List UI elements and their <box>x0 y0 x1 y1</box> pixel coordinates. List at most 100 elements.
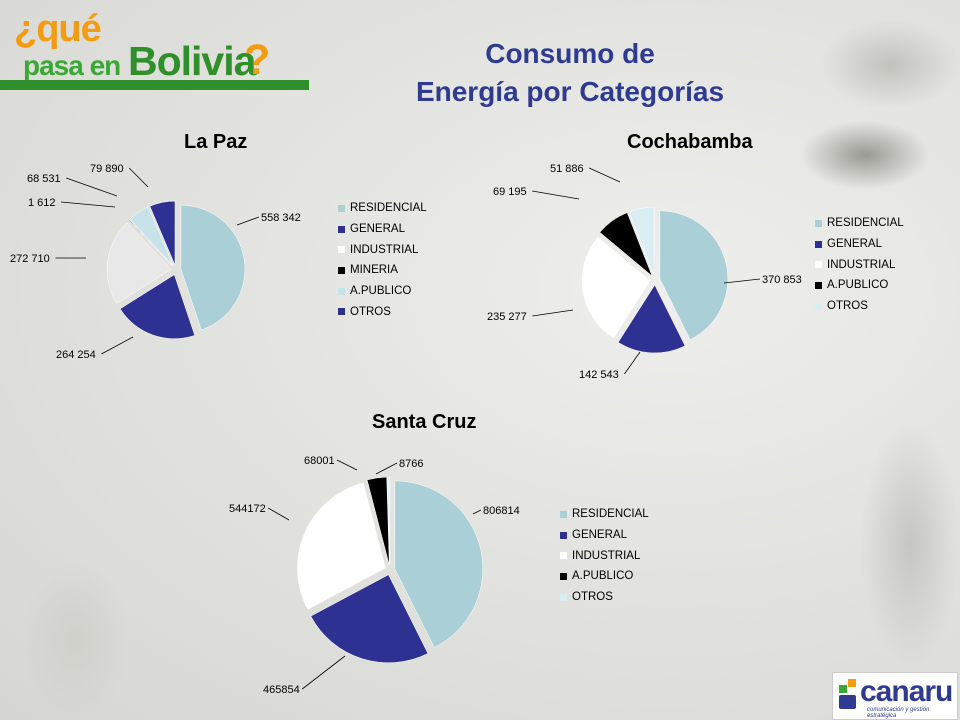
legend-item: OTROS <box>338 301 427 322</box>
legend-label: MINERIA <box>350 264 398 277</box>
legend-item: INDUSTRIAL <box>815 254 904 275</box>
label-leader-line <box>336 459 358 471</box>
chart-title-santa-cruz: Santa Cruz <box>372 411 477 433</box>
legend-item: INDUSTRIAL <box>560 545 649 566</box>
label-leader-line <box>301 655 346 690</box>
pie-slice-a-publico <box>129 206 174 266</box>
canaru-logo-text: canaru <box>860 675 953 708</box>
label-leader-line <box>60 201 116 208</box>
legend-swatch <box>338 225 345 233</box>
legend-item: GENERAL <box>815 234 904 255</box>
legend-santa-cruz: RESIDENCIAL GENERAL INDUSTRIAL A.PUBLICO OTR… <box>560 504 649 607</box>
legend-item: GENERAL <box>338 219 427 240</box>
logo-bolivia: Bolivia <box>128 38 256 84</box>
data-label: 142 543 <box>579 369 619 381</box>
pie-slice-otros <box>387 476 391 566</box>
canaru-logo-mark <box>839 679 857 709</box>
background-stain <box>800 120 930 190</box>
legend-swatch <box>815 240 822 248</box>
pie-slice-industrial <box>106 222 172 304</box>
legend-swatch <box>560 531 567 539</box>
label-leader-line <box>101 336 134 355</box>
legend-label: OTROS <box>350 305 391 318</box>
data-label: 68001 <box>304 455 335 467</box>
legend-label: INDUSTRIAL <box>827 258 896 271</box>
legend-item: RESIDENCIAL <box>560 504 649 525</box>
background-stain <box>20 560 130 720</box>
page-title-line-2: Energía por Categorías <box>415 76 725 107</box>
legend-item: A.PUBLICO <box>560 566 649 587</box>
legend-swatch <box>815 281 822 289</box>
data-label: 806814 <box>483 505 520 517</box>
data-label: 544172 <box>229 503 266 515</box>
legend-label: RESIDENCIAL <box>572 508 649 521</box>
legend-label: A.PUBLICO <box>572 570 634 583</box>
legend-item: OTROS <box>815 296 904 317</box>
legend-swatch <box>560 552 567 560</box>
legend-cochabamba: RESIDENCIAL GENERAL INDUSTRIAL A.PUBLICO OTR… <box>815 213 904 316</box>
data-label: 558 342 <box>261 212 301 224</box>
legend-swatch <box>338 308 345 316</box>
logo-pasa-en: pasa en <box>23 50 121 81</box>
label-leader-line <box>472 509 482 515</box>
pie-slice-general <box>119 274 196 339</box>
legend-label: A.PUBLICO <box>827 279 889 292</box>
data-label: 264 254 <box>56 349 96 361</box>
legend-swatch <box>560 572 567 580</box>
pie-slice-a-publico <box>366 476 390 566</box>
legend-item: A.PUBLICO <box>338 281 427 302</box>
legend-swatch <box>560 510 567 518</box>
data-label: 1 612 <box>28 197 56 209</box>
pie-slice-mineria <box>128 219 173 267</box>
legend-label: INDUSTRIAL <box>350 243 419 256</box>
legend-label: OTROS <box>572 591 613 604</box>
pie-slice-industrial <box>581 236 651 339</box>
background-stain <box>860 420 960 670</box>
legend-swatch <box>560 593 567 601</box>
legend-label: OTROS <box>827 300 868 313</box>
data-label: 8766 <box>399 458 423 470</box>
label-leader-line <box>66 177 118 197</box>
chart-title-cochabamba: Cochabamba <box>627 131 753 153</box>
label-leader-line <box>375 462 398 475</box>
legend-label: RESIDENCIAL <box>827 217 904 230</box>
legend-swatch <box>815 302 822 310</box>
pie-slice-residencial <box>659 210 729 341</box>
label-leader-line <box>268 507 290 521</box>
pie-slice-a-publico <box>599 212 653 277</box>
data-label: 370 853 <box>762 274 802 286</box>
legend-item: RESIDENCIAL <box>815 213 904 234</box>
data-label: 68 531 <box>27 173 61 185</box>
legend-item: INDUSTRIAL <box>338 239 427 260</box>
page-title-line-1: Consumo de <box>485 38 655 69</box>
legend-swatch <box>338 246 345 254</box>
legend-item: GENERAL <box>560 525 649 546</box>
page-title: Consumo de Energía por Categorías <box>340 35 800 111</box>
legend-item: A.PUBLICO <box>815 275 904 296</box>
pie-slice-residencial <box>180 204 246 331</box>
legend-swatch <box>338 204 345 212</box>
legend-label: GENERAL <box>827 238 882 251</box>
label-leader-line <box>589 167 621 183</box>
canaru-logo-tagline: comunicación y gestión estratégica <box>867 707 930 719</box>
canaru-logo: canaru comunicación y gestión estratégic… <box>832 672 958 720</box>
pie-slice-otros <box>149 200 176 266</box>
legend-swatch <box>815 261 822 269</box>
data-label: 465854 <box>263 684 300 696</box>
data-label: 272 710 <box>10 253 50 265</box>
legend-la-paz: RESIDENCIAL GENERAL INDUSTRIAL MINERIA A.PUB… <box>338 198 427 322</box>
label-leader-line <box>532 190 580 200</box>
pie-slice-industrial <box>297 482 386 610</box>
legend-label: A.PUBLICO <box>350 285 412 298</box>
legend-item: MINERIA <box>338 260 427 281</box>
data-label: 79 890 <box>90 163 124 175</box>
data-label: 235 277 <box>487 311 527 323</box>
legend-label: GENERAL <box>572 529 627 542</box>
legend-item: OTROS <box>560 587 649 608</box>
legend-swatch <box>338 287 345 295</box>
label-leader-line <box>128 167 149 188</box>
logo-que: ¿qué <box>14 8 102 50</box>
pie-slice-general <box>310 574 429 663</box>
